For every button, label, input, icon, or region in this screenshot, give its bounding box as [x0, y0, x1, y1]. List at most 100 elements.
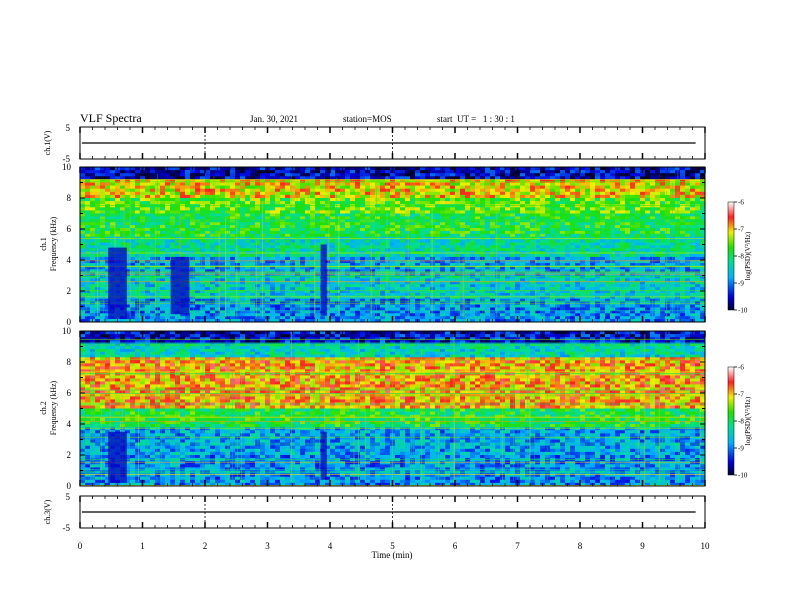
spectrogram-cell — [250, 242, 256, 246]
spectrogram-cell — [600, 216, 606, 220]
spectrogram-cell — [160, 222, 166, 226]
spectrogram-cell — [285, 201, 291, 205]
spectrogram-cell — [435, 201, 441, 205]
spectrogram-cell — [700, 185, 705, 189]
spectrogram-cell — [225, 278, 231, 282]
spectrogram-cell — [390, 201, 396, 205]
spectrogram-cell — [355, 245, 361, 249]
spectrogram-cell — [435, 222, 441, 226]
spectrogram-cell — [405, 173, 411, 177]
spectrogram-cell — [335, 254, 341, 258]
spectrogram-cell — [235, 213, 241, 217]
spectrogram-cell — [165, 210, 171, 214]
spectrogram-cell — [405, 239, 411, 243]
spectrogram-cell — [635, 201, 641, 205]
spectrogram-cell — [555, 275, 561, 279]
spectrogram-cell — [635, 213, 641, 217]
spectrogram-cell — [660, 225, 666, 229]
spectrogram-cell — [685, 278, 691, 282]
spectrogram-cell — [615, 266, 621, 270]
spectrogram-cell — [335, 260, 341, 264]
spectrogram-cell — [410, 207, 416, 211]
spectrogram-cell — [530, 239, 536, 243]
spectrogram-cell — [585, 170, 591, 174]
spectrogram-cell — [425, 254, 431, 258]
spectrogram-cell — [200, 281, 206, 285]
spectrogram-cell — [570, 170, 576, 174]
spectrogram-cell — [310, 260, 316, 264]
spectrogram-cell — [225, 263, 231, 267]
spectrogram-cell — [590, 173, 596, 177]
spectrogram-cell — [665, 170, 671, 174]
spectrogram-cell — [420, 167, 426, 171]
spectrogram-cell — [495, 242, 501, 246]
spectrogram-cell — [95, 182, 101, 186]
spectrogram-cell — [655, 260, 661, 264]
spectrogram-cell — [190, 256, 196, 261]
spectrogram-cell — [140, 269, 146, 273]
spectrogram-cell — [515, 233, 521, 238]
spectrogram-cell — [450, 185, 456, 189]
spectrogram-cell — [315, 248, 321, 252]
spectrogram-cell — [350, 173, 356, 177]
spectrogram-cell — [325, 216, 331, 220]
spectrogram-cell — [95, 188, 101, 193]
spectrogram-cell — [530, 230, 536, 235]
spectrogram-cell — [685, 248, 691, 252]
spectrogram-cell — [505, 278, 511, 282]
spectrogram-cell — [655, 245, 661, 249]
spectrogram-cell — [380, 198, 386, 202]
spectrogram-cell — [310, 248, 316, 252]
spectrogram-cell — [145, 194, 151, 199]
spectrogram-cell — [515, 269, 521, 273]
spectrogram-cell — [220, 207, 226, 211]
spectrogram-cell — [315, 230, 321, 235]
spectrogram-cell — [540, 198, 546, 202]
spectrogram-cell — [85, 266, 91, 270]
spectrogram-cell — [445, 239, 451, 243]
spectrogram-cell — [310, 278, 316, 282]
spectrogram-cell — [355, 179, 361, 183]
spectrogram-cell — [435, 176, 441, 180]
spectrogram-cell — [430, 210, 436, 214]
spectrogram-cell — [475, 239, 481, 243]
spectrogram-cell — [590, 182, 596, 186]
spectrogram-cell — [495, 266, 501, 270]
spectrogram-cell — [245, 188, 251, 193]
spectrogram-cell — [585, 185, 591, 189]
spectrogram-cell — [280, 275, 286, 279]
spectrogram-cell — [325, 278, 331, 282]
spectrogram-cell — [565, 245, 571, 249]
spectrogram-cell — [605, 239, 611, 243]
spectrogram-cell — [385, 188, 391, 193]
spectrogram-cell — [195, 185, 201, 189]
spectrogram-cell — [575, 185, 581, 189]
spectrogram-cell — [335, 198, 341, 202]
spectrogram-cell — [340, 176, 346, 180]
spectrogram-cell — [195, 256, 201, 261]
spectrogram-cell — [665, 185, 671, 189]
spectrogram-cell — [535, 173, 541, 177]
spectrogram-cell — [170, 239, 176, 243]
spectrogram-cell — [275, 266, 281, 270]
spectrogram-cell — [560, 263, 566, 267]
spectrogram-cell — [660, 242, 666, 246]
spectrogram-cell — [440, 188, 446, 193]
spectrogram-cell — [355, 173, 361, 177]
spectrogram-cell — [655, 256, 661, 261]
spectrogram-cell — [500, 266, 506, 270]
spectrogram-cell — [545, 182, 551, 186]
spectrogram-cell — [435, 213, 441, 217]
spectrogram-cell — [100, 239, 106, 243]
spectrogram-cell — [545, 170, 551, 174]
spectrogram-cell — [240, 188, 246, 193]
spectrogram-cell — [310, 213, 316, 217]
spectrogram-cell — [540, 225, 546, 229]
spectrogram-cell — [535, 201, 541, 205]
spectrogram-cell — [665, 254, 671, 258]
spectrogram-cell — [180, 194, 186, 199]
spectrogram-cell — [220, 225, 226, 229]
spectrogram-cell — [645, 173, 651, 177]
spectrogram-cell — [350, 201, 356, 205]
spectrogram-cell — [500, 239, 506, 243]
